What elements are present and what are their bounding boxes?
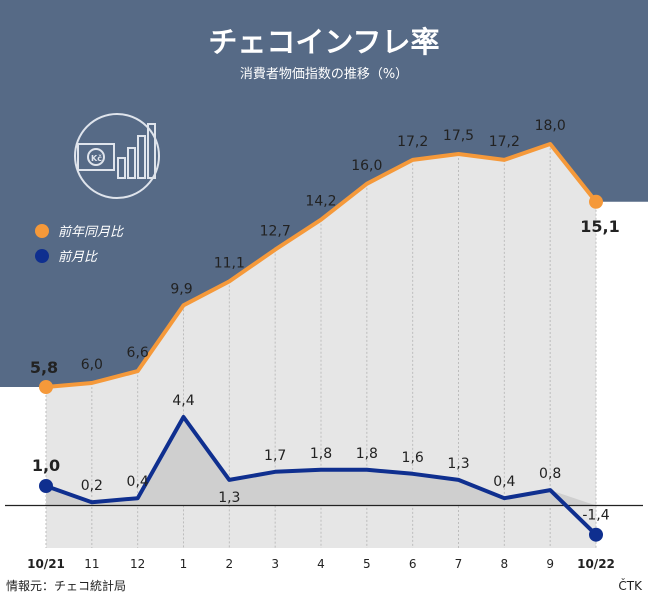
x-tick-label: 5 — [363, 557, 371, 571]
yoy-data-label: 9,9 — [170, 281, 192, 297]
mom-point-first — [39, 479, 53, 493]
legend-label-mom: 前月比 — [58, 250, 98, 265]
mom-data-label: 0,2 — [81, 478, 103, 494]
yoy-line — [45, 142, 598, 389]
x-tick-label: 7 — [455, 557, 463, 571]
x-tick-label: 2 — [226, 557, 234, 571]
x-tick-label: 3 — [271, 557, 279, 571]
mom-line — [45, 415, 598, 537]
yoy-point-last — [589, 194, 603, 209]
mom-data-label: 1,7 — [264, 448, 286, 464]
yoy-data-label: 17,2 — [397, 134, 428, 150]
x-tick-label: 12 — [130, 557, 145, 571]
yoy-data-label: 18,0 — [535, 118, 566, 134]
mom-data-label: 1,0 — [32, 456, 60, 475]
yoy-data-label: 14,2 — [305, 194, 336, 210]
yoy-data-label: 17,2 — [489, 134, 520, 150]
yoy-data-label: 12,7 — [260, 224, 291, 240]
yoy-data-label: 11,1 — [214, 255, 245, 271]
chart-title: チェコインフレ率 — [208, 25, 439, 59]
yoy-data-label: 6,6 — [127, 345, 149, 361]
legend-label-yoy: 前年同月比 — [58, 225, 124, 240]
x-tick-label: 4 — [317, 557, 325, 571]
x-tick-label: 10/21 — [27, 557, 65, 571]
mom-data-label: 1,3 — [447, 456, 469, 472]
yoy-data-label: 16,0 — [351, 158, 382, 174]
mom-data-label: 1,8 — [356, 446, 378, 462]
koruna-chart-icon — [74, 113, 160, 199]
yoy-data-label: 17,5 — [443, 128, 474, 144]
x-tick-label: 8 — [501, 557, 509, 571]
yoy-data-label: 5,8 — [30, 358, 58, 377]
yoy-point-first — [39, 380, 53, 394]
x-tick-label: 1 — [180, 557, 188, 571]
yoy-data-label: 6,0 — [81, 357, 103, 373]
mom-data-label: -1,4 — [582, 508, 609, 524]
mom-point-last — [589, 527, 603, 542]
mom-data-label: 4,4 — [172, 393, 194, 409]
legend-marker-yoy — [35, 224, 49, 238]
mom-data-label: 0,4 — [493, 474, 515, 490]
legend-marker-mom — [35, 249, 49, 263]
x-tick-label: 6 — [409, 557, 417, 571]
chart-subtitle: 消費者物価指数の推移（%） — [240, 67, 408, 82]
header-background — [0, 0, 648, 387]
mom-data-label: 1,6 — [402, 450, 424, 466]
mom-data-label: 1,3 — [218, 490, 240, 506]
mom-data-label: 1,8 — [310, 446, 332, 462]
legend: 前年同月比 前月比 — [35, 224, 124, 265]
x-tick-label: 11 — [84, 557, 99, 571]
svg-text:Kč: Kč — [91, 153, 102, 163]
credit: ČTK — [618, 578, 643, 593]
yoy-data-label: 15,1 — [580, 217, 619, 236]
source-note: 情報元：チェコ統計局 — [6, 578, 126, 593]
mom-data-label: 0,4 — [127, 474, 149, 490]
mom-area — [46, 417, 596, 506]
x-tick-label: 10/22 — [577, 557, 615, 571]
x-tick-label: 9 — [546, 557, 554, 571]
mom-data-label: 0,8 — [539, 466, 561, 482]
